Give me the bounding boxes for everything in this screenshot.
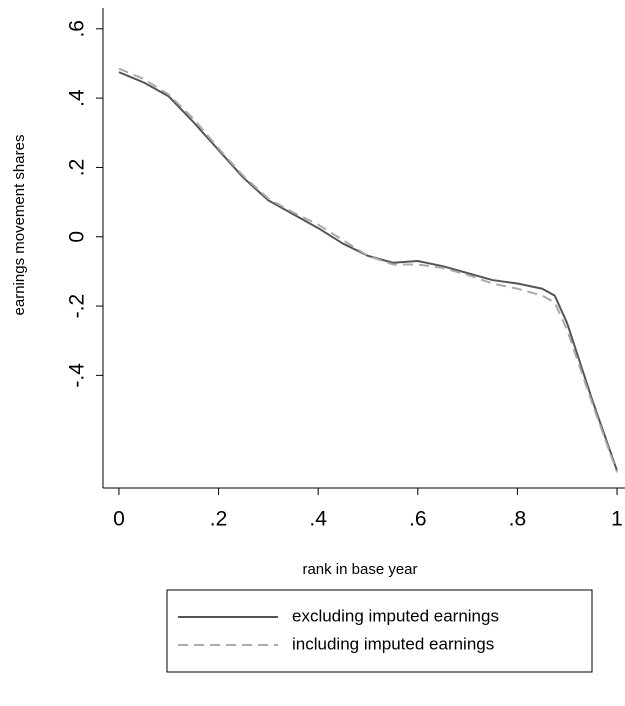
x-tick-label: .6 [409,508,427,531]
x-tick-label: 0 [113,508,125,531]
y-tick-label: .2 [66,159,89,177]
series-line [118,71,618,472]
x-tick-label: .8 [509,508,527,531]
x-tick-label: 1 [611,508,623,531]
x-tick-label: .2 [210,508,228,531]
y-tick-label: 0 [66,231,89,243]
legend-label: excluding imputed earnings [292,606,499,625]
y-tick-label: .6 [66,20,89,38]
y-tick-label: .4 [66,89,89,107]
y-tick-label: -.2 [66,294,89,319]
x-tick-label: .4 [309,508,327,531]
legend-box [166,589,593,673]
legend-label: including imputed earnings [292,634,494,653]
y-tick-label: -.4 [66,363,89,388]
x-axis-label: rank in base year [302,561,417,578]
series-line [118,67,618,473]
y-axis-label: earnings movement shares [11,135,28,316]
